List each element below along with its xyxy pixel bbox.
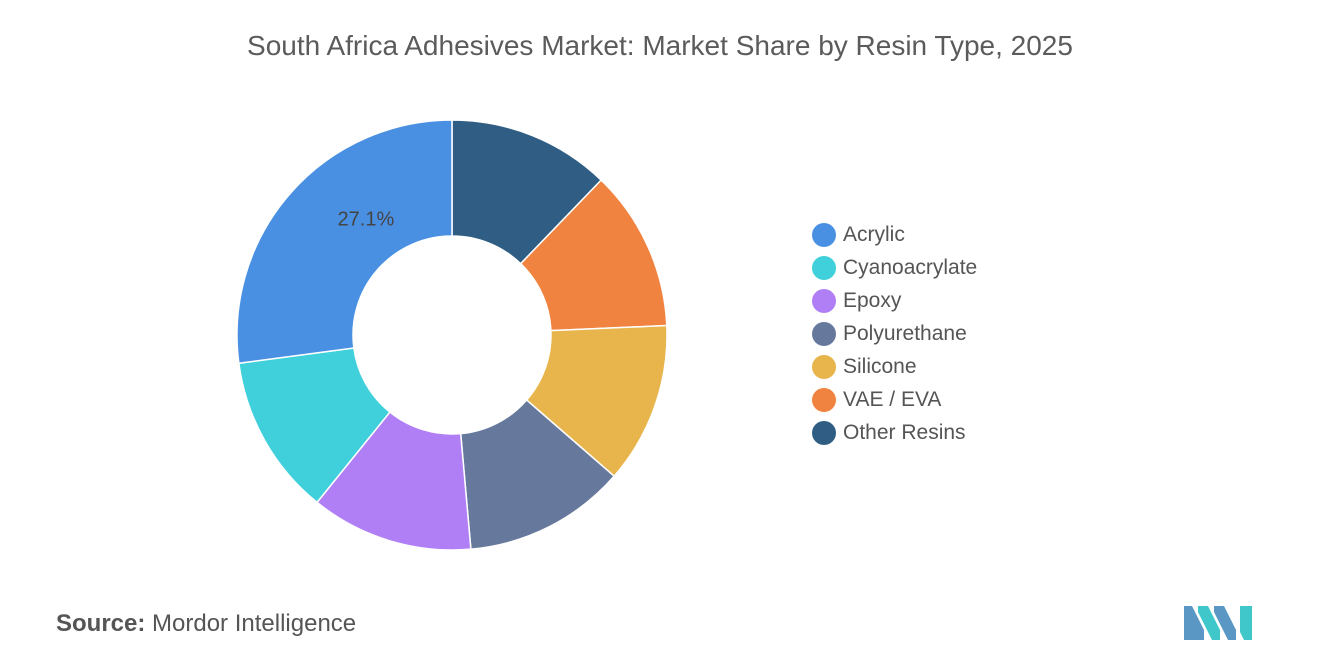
legend-item-cyanoacrylate: Cyanoacrylate — [812, 251, 977, 284]
legend-label: Epoxy — [843, 288, 902, 312]
chart-title: South Africa Adhesives Market: Market Sh… — [247, 30, 1073, 61]
legend-item-other-resins: Other Resins — [812, 416, 977, 449]
legend-swatch — [812, 354, 836, 379]
source-label: Source: — [56, 610, 146, 637]
legend-item-epoxy: Epoxy — [812, 284, 977, 317]
legend-swatch — [812, 387, 836, 412]
legend-swatch — [812, 222, 836, 247]
mordor-intelligence-logo-icon — [1184, 606, 1252, 640]
source-text: Mordor Intelligence — [152, 610, 357, 637]
slice-acrylic — [236, 119, 453, 365]
legend-swatch — [812, 420, 836, 445]
legend-label: Cyanoacrylate — [843, 255, 978, 279]
legend-item-silicone: Silicone — [812, 350, 977, 383]
legend-label: Other Resins — [843, 420, 966, 444]
legend-label: Silicone — [843, 354, 917, 378]
legend-swatch — [812, 288, 836, 313]
legend-label: Acrylic — [843, 222, 905, 246]
legend-item-polyurethane: Polyurethane — [812, 317, 977, 350]
legend-item-vae-eva: VAE / EVA — [812, 383, 977, 416]
source-note: Source: Mordor Intelligence — [56, 610, 356, 638]
legend-swatch — [812, 321, 836, 346]
legend-label: VAE / EVA — [843, 387, 942, 411]
chart-legend: Acrylic Cyanoacrylate Epoxy Polyurethane Sil… — [812, 218, 977, 449]
legend-item-acrylic: Acrylic — [812, 218, 977, 251]
data-label-acrylic: 27.1% — [338, 209, 395, 231]
legend-swatch — [812, 255, 836, 280]
legend-label: Polyurethane — [843, 321, 967, 345]
